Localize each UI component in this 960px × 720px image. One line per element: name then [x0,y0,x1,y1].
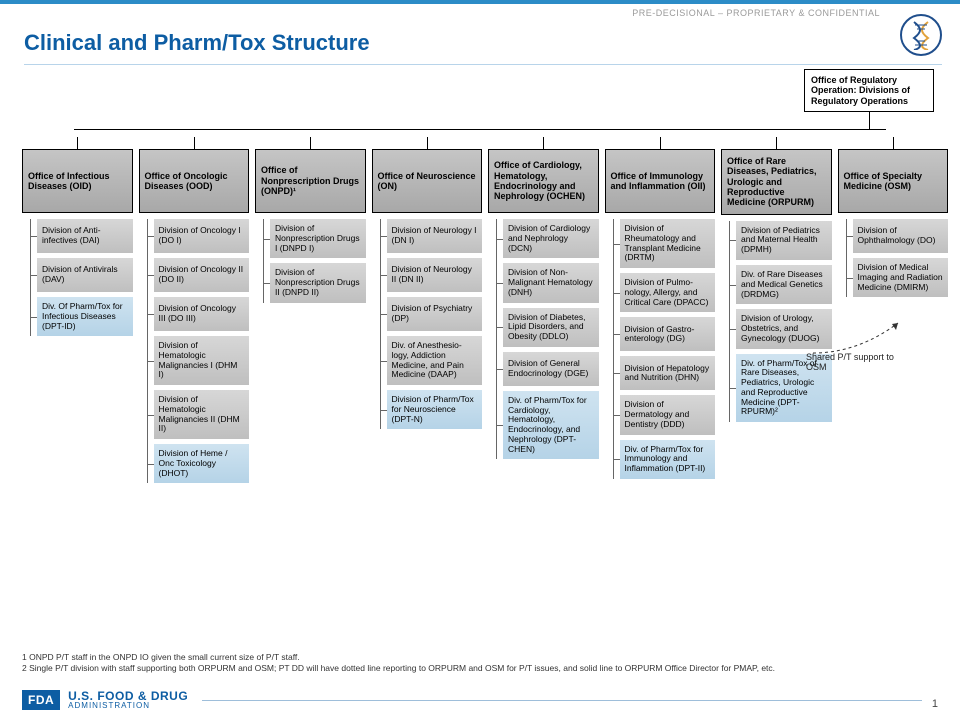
division-box: Division of Non-Malignant Hematology (DN… [503,263,599,302]
office-box: Office of Infectious Diseases (OID) [22,149,133,213]
regulatory-callout: Office of Regulatory Operation: Division… [804,69,934,112]
division-box: Division of Oncology III (DO III) [154,297,250,331]
division-box: Division of Diabetes, Lipid Disorders, a… [503,308,599,347]
footer: FDA U.S. FOOD & DRUG ADMINISTRATION [22,690,922,710]
division-list: Division of Rheumatology and Transplant … [613,219,716,479]
fda-sub-text: ADMINISTRATION [68,702,188,710]
office-box: Office of Cardiology, Hematology, Endocr… [488,149,599,213]
division-list: Division of Nonprescription Drugs I (DNP… [263,219,366,303]
division-box: Division of General Endocrinology (DGE) [503,352,599,386]
office-column: Office of Rare Diseases, Pediatrics, Uro… [721,121,832,488]
classification-label: PRE-DECISIONAL – PROPRIETARY & CONFIDENT… [632,8,880,18]
office-column: Office of Nonprescription Drugs (ONPD)¹ D… [255,121,366,488]
shared-support-note: Shared P/T support to OSM [806,352,906,372]
office-box: Office of Oncologic Diseases (OOD) [139,149,250,213]
office-column: Office of Neuroscience (ON)Division of N… [372,121,483,488]
division-box: Division of Anti-infectives (DAI) [37,219,133,253]
office-box: Office of Specialty Medicine (OSM) [838,149,949,213]
division-list: Division of Oncology I (DO I) Division of… [147,219,250,483]
division-box: Division of Neurology I (DN I) [387,219,483,253]
office-box: Office of Nonprescription Drugs (ONPD)¹ [255,149,366,213]
fda-text: U.S. FOOD & DRUG ADMINISTRATION [68,690,188,710]
division-box-pharmtox: Division of Pharm/Tox for Neuroscience (… [387,390,483,429]
division-box-pharmtox: Div. of Pharm/Tox for Cardiology, Hemato… [503,391,599,460]
division-box: Division of Psychiatry (DP) [387,297,483,331]
footnote-2: 2 Single P/T division with staff support… [22,663,775,674]
office-box: Office of Immunology and Inflammation (O… [605,149,716,213]
page-number: 1 [932,698,938,710]
division-box: Division of Gastro-enterology (DG) [620,317,716,351]
division-box: Division of Hematologic Malignancies II … [154,390,250,439]
division-box: Division of Pediatrics and Maternal Heal… [736,221,832,260]
footnotes: 1 ONPD P/T staff in the ONPD IO given th… [22,652,775,674]
division-box: Division of Hematologic Malignancies I (… [154,336,250,385]
division-box: Division of Cardiology and Nephrology (D… [503,219,599,258]
division-list: Division of Ophthalmology (DO) Division o… [846,219,949,297]
division-box: Division of Ophthalmology (DO) [853,219,949,253]
office-column: Office of Infectious Diseases (OID)Divis… [22,121,133,488]
division-box: Division of Oncology I (DO I) [154,219,250,253]
division-box: Division of Hepatology and Nutrition (DH… [620,356,716,390]
division-box-pharmtox: Div. Of Pharm/Tox for Infectious Disease… [37,297,133,336]
division-box-pharmtox: Division of Heme / Onc Toxicology (DHOT) [154,444,250,483]
division-box: Div. of Anesthesio-logy, Addiction Medic… [387,336,483,385]
division-box: Division of Oncology II (DO II) [154,258,250,292]
office-box: Office of Neuroscience (ON) [372,149,483,213]
office-column: Office of Immunology and Inflammation (O… [605,121,716,488]
fda-badge: FDA [22,690,60,710]
footer-line [202,700,922,701]
office-box: Office of Rare Diseases, Pediatrics, Uro… [721,149,832,215]
dna-logo [900,14,942,56]
division-list: Division of Cardiology and Nephrology (D… [496,219,599,459]
division-box: Div. of Rare Diseases and Medical Geneti… [736,265,832,304]
division-box: Division of Nonprescription Drugs I (DNP… [270,219,366,258]
office-column: Office of Oncologic Diseases (OOD)Divisi… [139,121,250,488]
division-box: Division of Medical Imaging and Radiatio… [853,258,949,297]
division-box: Division of Neurology II (DN II) [387,258,483,292]
office-columns: Office of Infectious Diseases (OID)Divis… [22,73,948,488]
division-box: Division of Antivirals (DAV) [37,258,133,292]
office-column: Office of Specialty Medicine (OSM)Divisi… [838,121,949,488]
division-box: Division of Pulmo-nology, Allergy, and C… [620,273,716,312]
division-list: Division of Neurology I (DN I) Division o… [380,219,483,429]
division-box: Division of Dermatology and Dentistry (D… [620,395,716,434]
division-list: Division of Pediatrics and Maternal Heal… [729,221,832,422]
footnote-1: 1 ONPD P/T staff in the ONPD IO given th… [22,652,775,663]
division-box: Division of Nonprescription Drugs II (DN… [270,263,366,302]
division-box: Division of Rheumatology and Transplant … [620,219,716,268]
division-list: Division of Anti-infectives (DAI) Divisio… [30,219,133,336]
office-column: Office of Cardiology, Hematology, Endocr… [488,121,599,488]
division-box: Division of Urology, Obstetrics, and Gyn… [736,309,832,348]
org-chart: Office of Regulatory Operation: Division… [0,65,960,488]
division-box-pharmtox: Div. of Pharm/Tox for Immunology and Inf… [620,440,716,479]
